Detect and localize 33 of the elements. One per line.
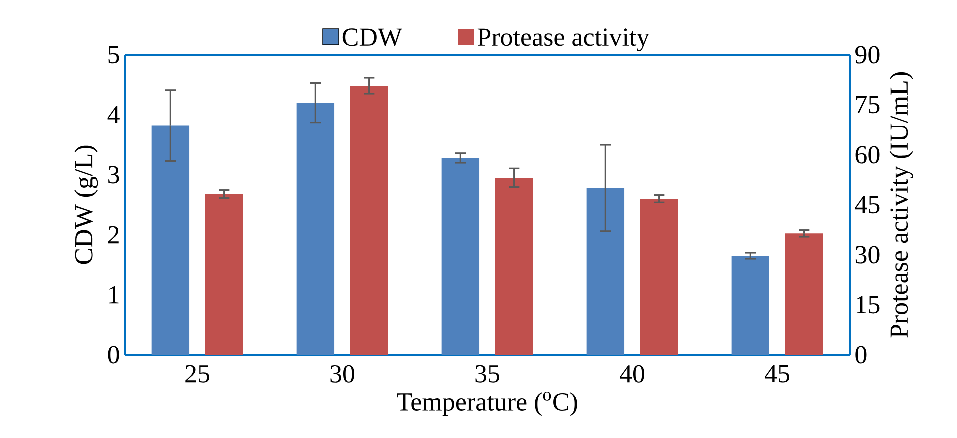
y-tick-label: 1 [110,286,119,304]
y-tick-label: 0 [108,346,120,364]
x-tick-label: 45 [765,365,790,383]
legend-label: CDW [342,28,402,46]
bar [785,234,824,355]
y2-tick-label: 15 [856,296,880,314]
bar [350,86,388,355]
bar [586,188,625,355]
bar [296,102,335,355]
x-tick-label: 40 [620,365,644,383]
y-tick-label: 5 [108,46,120,64]
y2-tick-label: 45 [855,196,880,214]
bar [442,158,480,355]
y2-tick-label: 90 [856,46,880,64]
bar [732,256,770,355]
bar [495,178,534,355]
bar [640,198,678,355]
y2-tick-label: 60 [856,146,880,164]
y-axis-title: CDW (g/L) [74,146,98,264]
y2-tick-label: 0 [856,346,867,364]
x-tick-label: 25 [186,365,210,383]
y2-tick-label: 30 [856,246,880,264]
legend-label: Protease activity [478,28,650,52]
x-tick-label: 30 [330,365,355,383]
y-tick-label: 4 [108,106,120,124]
bar [152,126,190,355]
y2-tick-label: 75 [856,96,880,114]
bar [205,194,244,355]
y-tick-label: 2 [108,226,119,244]
y-tick-label: 3 [108,166,120,184]
y2-axis-title: Protease activity (IU/mL) [890,72,914,338]
x-axis-title: Temperature ($^{o}$C) [397,392,578,416]
x-tick-label: 35 [476,365,500,383]
